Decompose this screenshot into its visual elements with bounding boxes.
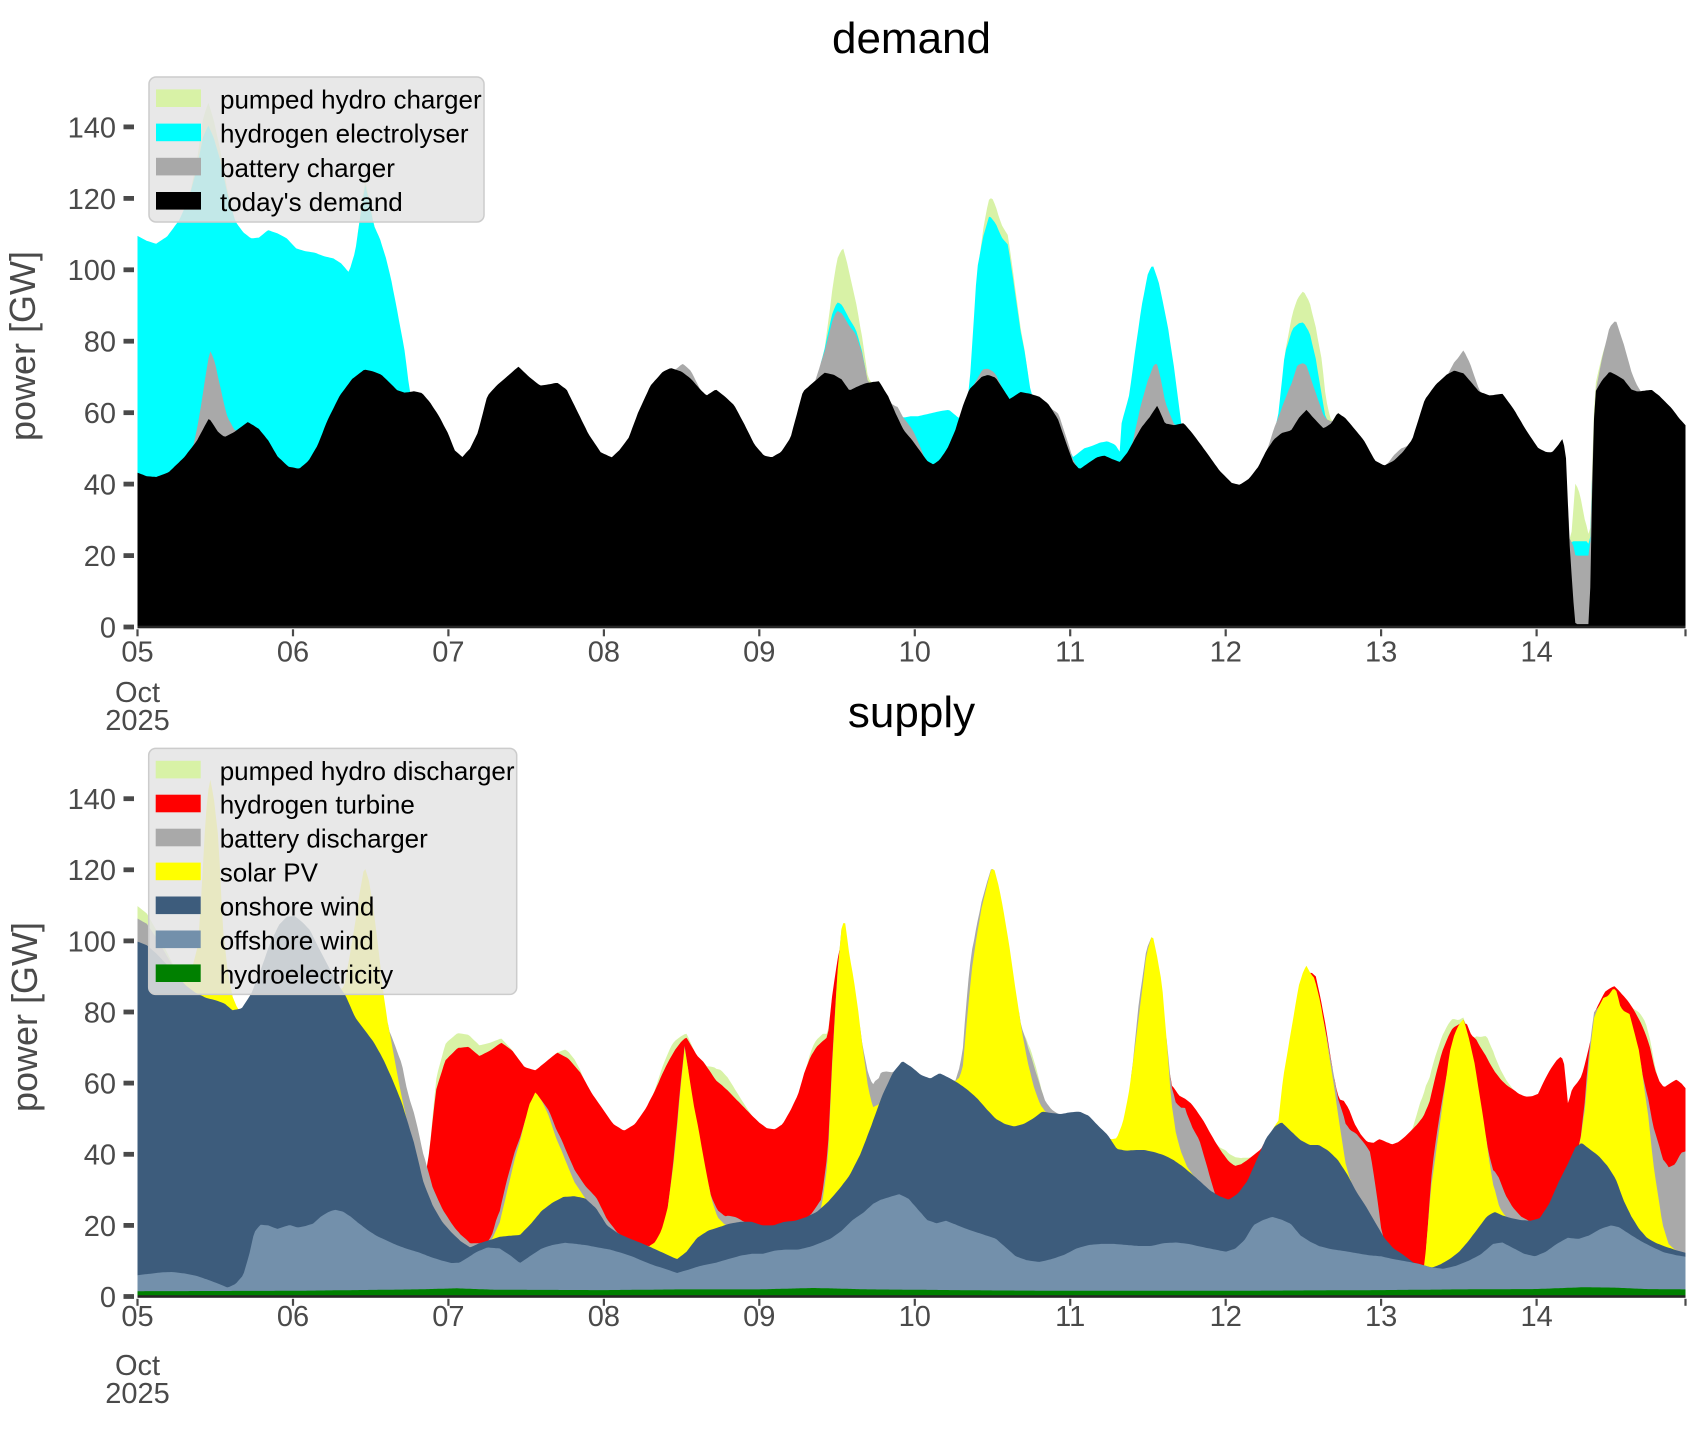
svg-text:13: 13 — [1365, 1301, 1397, 1333]
svg-text:80: 80 — [84, 327, 116, 359]
svg-text:solar PV: solar PV — [220, 858, 319, 888]
svg-text:hydrogen turbine: hydrogen turbine — [220, 790, 415, 820]
svg-text:pumped hydro charger: pumped hydro charger — [220, 84, 482, 114]
svg-text:14: 14 — [1520, 1301, 1552, 1333]
svg-text:0: 0 — [100, 612, 116, 644]
svg-text:11: 11 — [1055, 637, 1085, 669]
svg-text:pumped hydro discharger: pumped hydro discharger — [220, 756, 515, 786]
svg-text:20: 20 — [84, 1211, 116, 1243]
svg-text:40: 40 — [84, 1140, 116, 1172]
svg-text:05: 05 — [121, 1301, 153, 1333]
svg-text:08: 08 — [588, 1301, 620, 1333]
svg-text:09: 09 — [743, 1301, 775, 1333]
svg-text:10: 10 — [899, 1301, 931, 1333]
svg-text:power [GW]: power [GW] — [2, 251, 43, 441]
svg-text:40: 40 — [84, 470, 116, 502]
svg-text:Oct: Oct — [115, 1350, 160, 1382]
svg-text:120: 120 — [68, 184, 116, 216]
svg-text:14: 14 — [1520, 637, 1552, 669]
svg-text:2025: 2025 — [105, 705, 170, 737]
svg-text:100: 100 — [68, 926, 116, 958]
svg-text:12: 12 — [1210, 1301, 1242, 1333]
svg-text:offshore wind: offshore wind — [220, 926, 374, 956]
svg-text:07: 07 — [432, 637, 464, 669]
svg-text:hydroelectricity: hydroelectricity — [220, 959, 393, 989]
svg-text:09: 09 — [743, 637, 775, 669]
svg-text:07: 07 — [432, 1301, 464, 1333]
svg-text:60: 60 — [84, 1069, 116, 1101]
svg-text:100: 100 — [68, 255, 116, 287]
svg-text:06: 06 — [277, 1301, 309, 1333]
svg-text:onshore wind: onshore wind — [220, 892, 375, 922]
svg-text:supply: supply — [848, 688, 975, 737]
svg-text:05: 05 — [121, 637, 153, 669]
svg-text:80: 80 — [84, 997, 116, 1029]
svg-text:60: 60 — [84, 398, 116, 430]
svg-text:power [GW]: power [GW] — [4, 922, 45, 1112]
svg-text:10: 10 — [899, 637, 931, 669]
svg-text:today's demand: today's demand — [220, 187, 403, 217]
svg-text:08: 08 — [588, 637, 620, 669]
svg-text:battery discharger: battery discharger — [220, 824, 428, 854]
svg-text:120: 120 — [68, 855, 116, 887]
svg-text:12: 12 — [1210, 637, 1242, 669]
svg-text:06: 06 — [277, 637, 309, 669]
svg-text:Oct: Oct — [115, 677, 160, 709]
svg-text:140: 140 — [68, 784, 116, 816]
svg-text:2025: 2025 — [105, 1378, 170, 1410]
svg-text:0: 0 — [100, 1282, 116, 1314]
svg-text:demand: demand — [832, 14, 991, 63]
svg-text:140: 140 — [68, 112, 116, 144]
svg-text:13: 13 — [1365, 637, 1397, 669]
svg-text:battery charger: battery charger — [220, 153, 395, 183]
svg-text:11: 11 — [1055, 1301, 1085, 1333]
svg-text:hydrogen electrolyser: hydrogen electrolyser — [220, 119, 469, 149]
svg-text:20: 20 — [84, 541, 116, 573]
